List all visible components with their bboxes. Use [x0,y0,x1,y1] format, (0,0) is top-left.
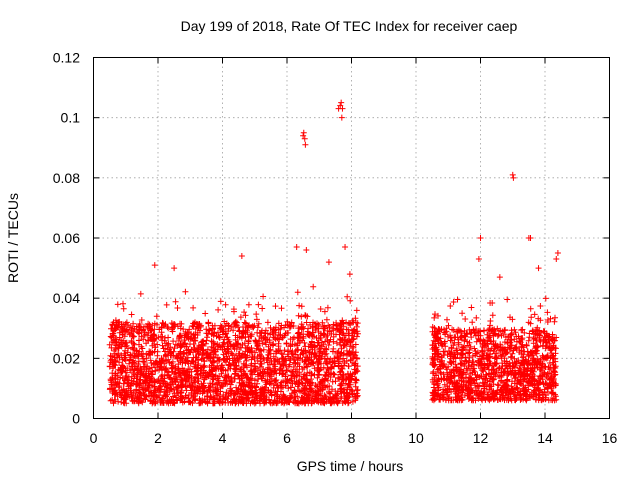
y-tick-label: 0.06 [53,230,80,246]
outlier-point [303,247,310,254]
outlier-point [238,253,245,260]
y-tick-label: 0 [72,411,80,427]
y-tick-label: 0.1 [61,110,81,126]
outlier-point [338,114,345,121]
outlier-point [325,259,332,266]
outlier-point [293,244,300,251]
outlier-point [300,132,307,139]
outlier-point [477,235,484,241]
data-points [106,99,561,407]
outlier-point [496,274,503,281]
outlier-point [342,244,349,251]
outlier-point [300,129,307,136]
x-axis-label: GPS time / hours [297,458,404,474]
y-axis-label: ROTI / TECUs [5,193,21,283]
x-tick-label: 8 [348,430,356,446]
x-tick-label: 16 [602,430,618,446]
outlier-point [535,265,542,272]
outlier-point [151,262,158,269]
outlier-point [301,135,308,142]
outlier-point [338,99,345,106]
x-tick-labels: 0 2 4 6 8 10 12 14 16 [90,430,618,446]
outlier-point [171,265,178,272]
outlier-point [554,250,561,257]
outlier-point [475,256,482,263]
x-tick-label: 2 [154,430,162,446]
dense-roti-points [106,283,560,407]
y-tick-label: 0.12 [53,50,80,66]
outlier-point [527,235,534,241]
outlier-point [302,141,309,148]
axis-ticks [93,57,610,419]
outlier-point [337,102,344,109]
x-tick-label: 10 [408,430,424,446]
outlier-point [339,105,346,112]
x-tick-label: 0 [90,430,98,446]
x-tick-label: 4 [219,430,227,446]
y-tick-label: 0.02 [53,350,80,366]
outlier-point [510,174,517,181]
x-tick-label: 12 [473,430,489,446]
outlier-point [553,256,560,263]
y-tick-labels: 0 0.02 0.04 0.06 0.08 0.1 0.12 [53,50,80,427]
outlier-point [346,271,353,278]
y-tick-label: 0.04 [53,290,80,306]
outlier-point [509,171,516,178]
y-tick-label: 0.08 [53,170,80,186]
x-tick-label: 14 [537,430,553,446]
chart-title: Day 199 of 2018, Rate Of TEC Index for r… [181,18,518,34]
x-tick-label: 6 [283,430,291,446]
